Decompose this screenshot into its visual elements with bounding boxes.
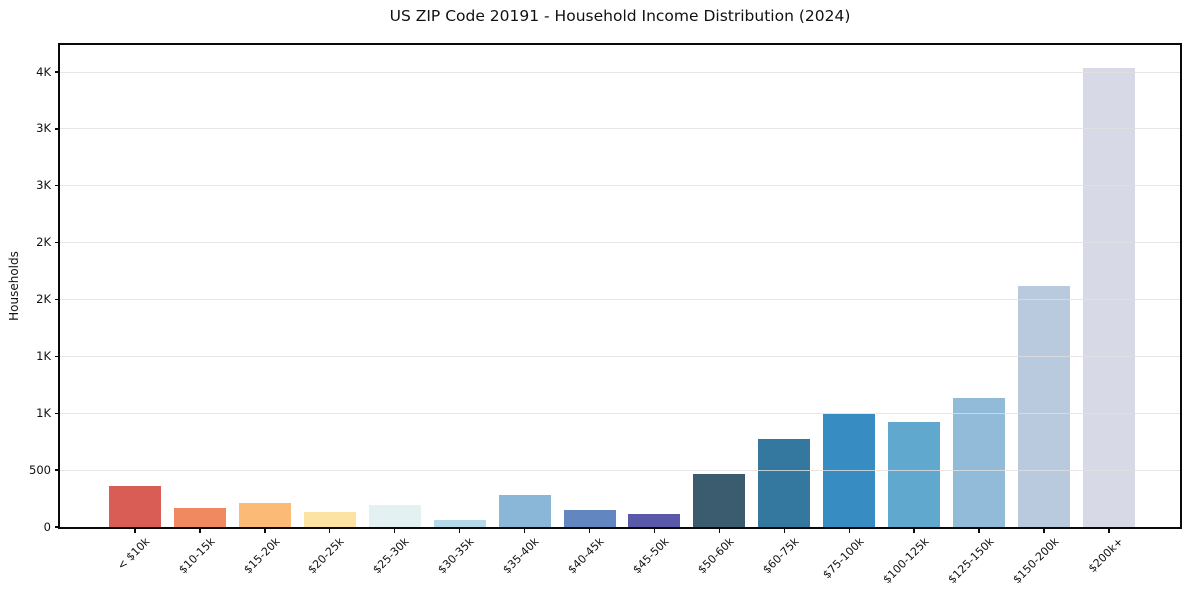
gridline: [60, 412, 1180, 414]
gridline: [60, 299, 1180, 300]
bar: [109, 486, 161, 527]
bar: [758, 439, 811, 527]
y-tick-label: 500: [29, 462, 51, 477]
x-tick-label: $15-20k: [240, 535, 283, 577]
y-tick-label: 2K: [36, 235, 51, 250]
x-tick-label: $40-45k: [565, 535, 607, 577]
y-tick-label: 0: [43, 519, 51, 534]
x-tick-mark: [718, 527, 721, 533]
y-tick-mark: [54, 355, 60, 358]
gridline: [60, 71, 1180, 73]
gridline: [60, 469, 1180, 471]
x-tick-mark: [458, 527, 461, 533]
bar: [368, 505, 421, 527]
chart-title: US ZIP Code 20191 - Household Income Dis…: [389, 7, 851, 25]
x-tick-label: $200k+: [1086, 535, 1127, 576]
y-tick-mark: [54, 526, 60, 528]
bar: [693, 474, 746, 527]
bar: [238, 503, 291, 527]
x-tick-mark: [588, 527, 591, 533]
x-tick-mark: [848, 527, 850, 533]
x-tick-mark: [523, 527, 526, 533]
x-tick-label: $25-30k: [370, 535, 412, 577]
x-tick-mark: [199, 527, 201, 533]
x-tick-mark: [264, 527, 266, 533]
bar: [1082, 68, 1135, 527]
x-tick-label: $30-35k: [435, 535, 477, 577]
x-tick-mark: [1108, 527, 1110, 533]
bar: [173, 508, 226, 527]
y-tick-label: 2K: [36, 292, 51, 306]
x-tick-label: $60-75k: [760, 535, 802, 577]
y-tick-label: 4K: [36, 64, 51, 79]
y-tick-label: 1K: [36, 348, 51, 363]
x-tick-label: $125-150k: [945, 535, 997, 587]
bar: [888, 422, 941, 527]
x-tick-label: $45-50k: [630, 535, 672, 577]
y-tick-label: 3K: [36, 178, 51, 193]
gridline: [60, 355, 1180, 357]
bar: [1018, 286, 1071, 527]
axis-spine-right: [1180, 43, 1182, 529]
y-tick-mark: [54, 128, 60, 130]
y-tick-mark: [54, 71, 60, 73]
x-tick-label: $10-15k: [175, 535, 218, 577]
y-tick-mark: [54, 241, 60, 244]
y-tick-mark: [54, 469, 60, 471]
x-tick-label: $50-60k: [695, 535, 737, 577]
x-tick-mark: [329, 527, 331, 533]
x-tick-mark: [913, 527, 915, 533]
gridline: [60, 185, 1180, 187]
axis-spine-bottom: [58, 527, 1182, 529]
x-tick-label: $75-100k: [820, 535, 867, 582]
x-tick-mark: [134, 527, 136, 533]
bar: [563, 510, 616, 527]
x-tick-label: $20-25k: [305, 535, 347, 577]
x-tick-mark: [1043, 527, 1045, 533]
x-tick-label: $150-200k: [1010, 535, 1062, 587]
x-tick-mark: [978, 527, 980, 533]
x-tick-mark: [653, 527, 656, 533]
gridline: [60, 242, 1180, 244]
bar: [498, 495, 551, 527]
y-tick-mark: [54, 412, 60, 414]
y-tick-label: 1K: [36, 405, 51, 420]
plot-area: 0 500 1K 1K 2K 2K 3K 3K 4K < $10k $10-15k $15-20k $2…: [29, 43, 1182, 586]
bar: [433, 520, 486, 527]
bar: [628, 514, 681, 527]
x-tick-mark: [394, 527, 396, 533]
y-tick-mark: [54, 185, 60, 187]
y-tick-label: 3K: [36, 121, 51, 136]
axis-spine-left: [58, 43, 60, 529]
gridline: [60, 128, 1180, 130]
y-axis-title: Households: [7, 251, 21, 321]
bar: [303, 512, 356, 527]
x-tick-label: $100-125k: [880, 535, 932, 587]
x-tick-label: < $10k: [114, 535, 153, 573]
axis-spine-top: [58, 43, 1182, 45]
bar: [953, 398, 1006, 527]
x-tick-label: $35-40k: [500, 535, 542, 577]
y-tick-mark: [54, 298, 60, 301]
x-tick-mark: [783, 527, 785, 533]
